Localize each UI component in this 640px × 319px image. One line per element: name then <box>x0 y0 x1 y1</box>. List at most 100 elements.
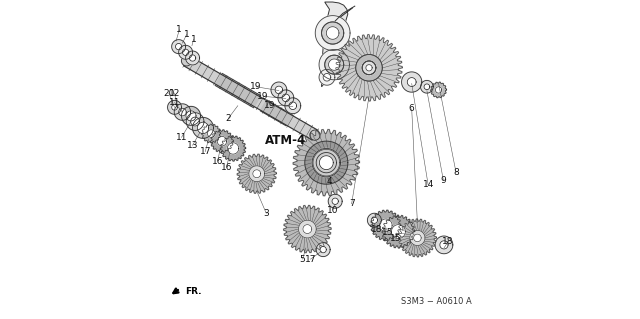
Polygon shape <box>371 217 378 223</box>
Polygon shape <box>431 82 447 98</box>
Polygon shape <box>305 141 348 184</box>
Polygon shape <box>284 205 331 253</box>
Polygon shape <box>319 156 333 170</box>
Polygon shape <box>336 34 402 101</box>
Polygon shape <box>207 130 215 137</box>
Polygon shape <box>182 49 189 56</box>
Text: 18: 18 <box>371 225 383 234</box>
Polygon shape <box>382 215 415 248</box>
Text: 4: 4 <box>326 177 332 186</box>
Text: 9: 9 <box>440 175 446 185</box>
Polygon shape <box>320 156 333 169</box>
Polygon shape <box>260 100 292 126</box>
Polygon shape <box>362 61 376 75</box>
Polygon shape <box>326 27 339 39</box>
Polygon shape <box>237 154 276 193</box>
Text: 17: 17 <box>200 147 211 156</box>
Polygon shape <box>313 149 340 176</box>
Text: 15: 15 <box>390 234 402 243</box>
Polygon shape <box>366 65 372 71</box>
Polygon shape <box>392 225 405 239</box>
Circle shape <box>181 56 191 66</box>
Text: 3: 3 <box>264 209 269 218</box>
Polygon shape <box>362 61 376 74</box>
Text: 7: 7 <box>349 199 355 208</box>
Polygon shape <box>202 124 221 143</box>
Text: 19: 19 <box>250 82 262 91</box>
Polygon shape <box>168 100 182 114</box>
Polygon shape <box>328 194 342 208</box>
Polygon shape <box>186 113 204 130</box>
Polygon shape <box>324 55 344 74</box>
Text: 17: 17 <box>305 255 316 263</box>
Text: 1: 1 <box>184 30 189 39</box>
Text: 19: 19 <box>264 100 276 110</box>
Polygon shape <box>215 73 260 108</box>
Polygon shape <box>399 219 436 257</box>
Polygon shape <box>186 111 196 121</box>
Polygon shape <box>362 61 376 75</box>
Polygon shape <box>407 78 416 86</box>
Polygon shape <box>413 234 421 242</box>
Polygon shape <box>320 247 326 253</box>
Text: 11: 11 <box>176 133 188 142</box>
Text: 8: 8 <box>453 168 459 177</box>
Polygon shape <box>410 230 425 246</box>
Polygon shape <box>316 243 330 256</box>
Polygon shape <box>211 130 234 152</box>
Polygon shape <box>435 236 453 254</box>
Polygon shape <box>220 136 246 161</box>
Polygon shape <box>316 16 350 50</box>
Polygon shape <box>289 102 296 109</box>
Polygon shape <box>249 166 265 182</box>
Text: 2: 2 <box>225 114 231 123</box>
Text: 18: 18 <box>442 237 454 246</box>
Polygon shape <box>356 55 382 81</box>
Polygon shape <box>184 56 318 140</box>
Polygon shape <box>319 69 335 85</box>
Text: 16: 16 <box>212 157 223 166</box>
Polygon shape <box>172 105 177 110</box>
Polygon shape <box>186 51 200 65</box>
Polygon shape <box>316 152 337 173</box>
Polygon shape <box>189 55 196 61</box>
Polygon shape <box>191 117 200 126</box>
Circle shape <box>310 130 320 140</box>
Polygon shape <box>278 90 294 106</box>
Text: 13: 13 <box>187 141 198 150</box>
Polygon shape <box>323 73 331 81</box>
Text: 19: 19 <box>257 92 269 101</box>
Polygon shape <box>193 117 213 138</box>
Text: 20: 20 <box>163 89 175 98</box>
Text: S3M3 − A0610 A: S3M3 − A0610 A <box>401 297 472 306</box>
Polygon shape <box>420 80 433 93</box>
Polygon shape <box>271 82 287 98</box>
Polygon shape <box>324 55 344 74</box>
Polygon shape <box>401 72 422 92</box>
Polygon shape <box>380 219 392 232</box>
Text: 14: 14 <box>422 180 434 189</box>
Polygon shape <box>328 59 340 70</box>
Polygon shape <box>275 86 283 94</box>
Polygon shape <box>179 108 186 116</box>
Text: 1: 1 <box>177 25 182 34</box>
Polygon shape <box>303 225 312 234</box>
Polygon shape <box>285 98 301 114</box>
Polygon shape <box>217 137 227 146</box>
Text: 15: 15 <box>382 228 394 237</box>
Polygon shape <box>175 43 182 50</box>
Polygon shape <box>312 148 340 177</box>
Polygon shape <box>321 22 344 44</box>
Polygon shape <box>182 106 200 125</box>
Text: 1: 1 <box>191 35 196 44</box>
Polygon shape <box>424 84 429 90</box>
Polygon shape <box>197 122 209 134</box>
Text: 16: 16 <box>221 163 232 172</box>
Polygon shape <box>356 55 382 81</box>
Polygon shape <box>321 22 344 44</box>
Text: 6: 6 <box>409 104 415 113</box>
Polygon shape <box>371 210 401 241</box>
Polygon shape <box>298 220 316 238</box>
Polygon shape <box>282 94 290 102</box>
Text: 5: 5 <box>300 255 305 263</box>
